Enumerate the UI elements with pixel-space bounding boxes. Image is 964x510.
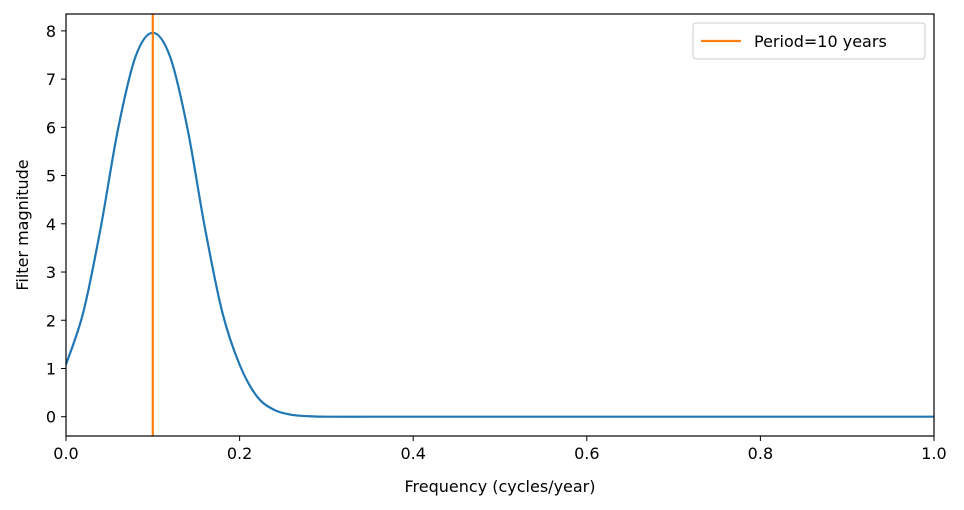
y-tick-label: 2 — [46, 311, 56, 330]
series-line-filter-response — [66, 31, 934, 418]
x-tick-label: 0.8 — [748, 444, 773, 463]
y-tick-label: 4 — [46, 215, 56, 234]
y-tick-label: 7 — [46, 70, 56, 89]
ticks: 0.0 0.2 0.4 0.6 0.8 1.0 0 1 2 3 4 5 6 7 8 — [46, 22, 947, 463]
legend-box — [692, 22, 926, 60]
y-tick-label: 1 — [46, 359, 56, 378]
x-tick-label: 0.2 — [227, 444, 252, 463]
axes-frame — [65, 13, 935, 437]
x-tick-label: 0.4 — [400, 444, 425, 463]
x-tick-label: 0.6 — [574, 444, 599, 463]
legend: Period=10 years — [692, 22, 926, 60]
y-tick-label: 8 — [46, 22, 56, 41]
y-tick-label: 6 — [46, 118, 56, 137]
y-axis-label: Filter magnitude — [13, 159, 32, 290]
plot-area — [66, 14, 934, 436]
y-tick-label: 5 — [46, 167, 56, 186]
legend-entry-period: Period=10 years — [754, 32, 887, 51]
y-tick-label: 3 — [46, 263, 56, 282]
x-tick-label: 1.0 — [921, 444, 946, 463]
y-tick-label: 0 — [46, 408, 56, 427]
x-tick-label: 0.0 — [53, 444, 78, 463]
x-axis-label: Frequency (cycles/year) — [405, 477, 596, 496]
